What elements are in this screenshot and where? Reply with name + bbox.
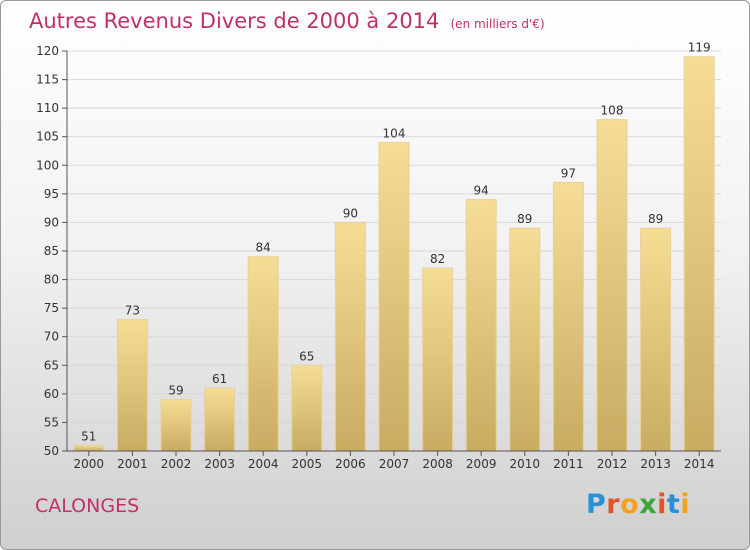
bar [247,256,279,452]
bar [640,227,672,452]
y-tick-label: 90 [44,215,59,229]
bar [116,319,148,452]
x-tick-label: 2006 [335,457,366,471]
y-tick-label: 50 [44,444,59,458]
bar-value-label: 84 [256,241,271,255]
x-tick-label: 2002 [161,457,192,471]
bar [683,56,715,452]
y-tick-label: 100 [36,158,59,172]
chart-title-text: Autres Revenus Divers de 2000 à 2014 [29,9,440,33]
logo-letter: t [666,489,681,520]
bar-value-label: 94 [474,184,489,198]
bar-value-label: 90 [343,206,358,220]
x-tick-label: 2013 [640,457,671,471]
bar [204,387,236,452]
y-tick-label: 75 [44,301,59,315]
proxiti-logo: Proxiti [586,489,690,520]
y-tick-label: 60 [44,387,59,401]
logo-letter: x [639,489,658,520]
x-tick-label: 2005 [292,457,323,471]
y-tick-label: 85 [44,244,59,258]
x-tick-label: 2009 [466,457,497,471]
y-tick-label: 70 [44,330,59,344]
bars [73,56,715,452]
bar [596,119,628,452]
x-tick-label: 2003 [204,457,235,471]
logo-letter: i [657,489,667,520]
x-tick-label: 2011 [553,457,584,471]
bar-value-label: 73 [125,304,140,318]
bar-value-label: 61 [212,372,227,386]
x-tick-label: 2000 [74,457,105,471]
x-tick-label: 2010 [510,457,541,471]
bar-value-label: 89 [517,212,532,226]
bar-value-label: 89 [648,212,663,226]
axes: 50 55 60 65 70 75 80 85 90 95 100 105 110 115 120 51 200… [36,41,721,471]
x-tick-label: 2008 [422,457,453,471]
chart-title: Autres Revenus Divers de 2000 à 2014 (en… [29,9,545,33]
bar [509,227,541,452]
bar [552,181,584,452]
y-tick-label: 55 [44,415,59,429]
commune-name: CALONGES [35,495,140,517]
y-tick-label: 115 [36,73,59,87]
bar [291,364,323,452]
y-tick-label: 65 [44,358,59,372]
bar-value-label: 104 [383,126,406,140]
bar [334,221,366,452]
x-tick-label: 2001 [117,457,148,471]
bar-value-label: 59 [168,384,183,398]
x-tick-label: 2014 [684,457,715,471]
logo-letter: r [606,489,621,520]
chart-unit: (en milliers d'€) [450,17,545,31]
bar [160,399,192,452]
bar-value-label: 119 [688,41,711,55]
x-tick-label: 2012 [597,457,628,471]
logo-letter: P [586,489,607,520]
bar [73,444,105,452]
y-tick-label: 80 [44,273,59,287]
x-tick-label: 2004 [248,457,279,471]
x-tick-label: 2007 [379,457,410,471]
bar-value-label: 82 [430,252,445,266]
bar-value-label: 97 [561,166,576,180]
y-tick-label: 110 [36,101,59,115]
logo-letter: i [680,489,691,520]
bar-value-label: 65 [299,349,314,363]
y-tick-label: 120 [36,44,59,58]
bar-value-label: 51 [81,429,96,443]
y-tick-label: 105 [36,130,59,144]
y-tick-label: 95 [44,187,59,201]
bar [465,199,497,452]
bar [378,141,410,452]
logo-letter: o [620,489,640,520]
bar-value-label: 108 [601,104,624,118]
bar [422,267,454,452]
